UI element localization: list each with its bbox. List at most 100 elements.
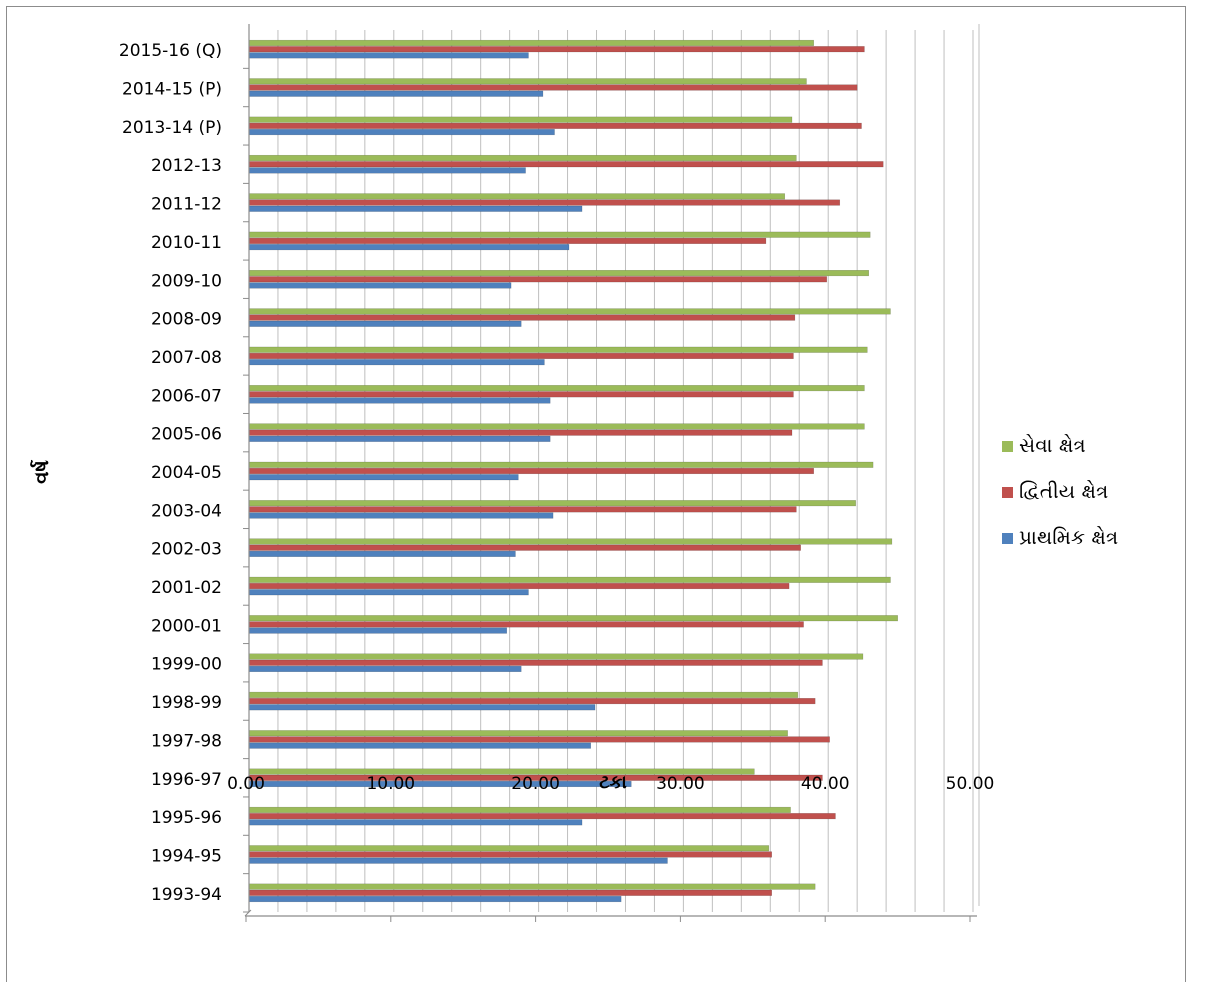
bar — [248, 193, 786, 200]
legend-label: પ્રાથમિક ક્ષેત્ર — [1019, 525, 1118, 549]
legend-swatch — [1002, 487, 1013, 498]
axes — [243, 24, 977, 922]
axis-corner — [244, 909, 252, 917]
bar — [248, 237, 767, 244]
bar — [248, 435, 551, 442]
bar — [248, 270, 869, 277]
bar — [248, 167, 526, 174]
bar — [248, 806, 791, 813]
bar — [248, 39, 814, 47]
y-tick-label: 2012-13 — [151, 156, 222, 176]
y-tick-label: 2005-06 — [151, 425, 222, 445]
bar — [248, 889, 772, 896]
y-tick-label: 2003-04 — [151, 501, 222, 521]
bar — [248, 704, 596, 711]
legend: સેવા ક્ષેત્ર દ્વિતીય ક્ષેત્ર પ્રાથમિક ક્ષે… — [1002, 433, 1118, 549]
bar — [248, 589, 529, 596]
y-category-labels: 1993-94 1994-95 1995-96 1996-97 1997-98 1998-… — [119, 41, 222, 905]
bar — [248, 161, 884, 168]
y-tick-label: 2009-10 — [151, 271, 222, 291]
bar — [248, 385, 865, 392]
legend-swatch — [1002, 441, 1013, 452]
bar — [248, 698, 816, 705]
y-tick-label: 1998-99 — [151, 693, 222, 713]
bar — [248, 346, 868, 353]
bar — [248, 819, 583, 826]
x-tick-label: 20.00 — [511, 774, 560, 794]
y-tick-label: 1997-98 — [151, 731, 222, 751]
bar — [248, 199, 841, 206]
bar — [248, 84, 858, 91]
bar — [248, 621, 804, 628]
x-tick-label: 50.00 — [946, 774, 995, 794]
legend-swatch — [1002, 533, 1013, 544]
bar — [248, 314, 796, 321]
bar — [248, 538, 893, 545]
y-tick-label: 2004-05 — [151, 463, 222, 483]
bar — [248, 857, 668, 864]
bar — [248, 78, 807, 85]
y-tick-label: 2011-12 — [151, 195, 222, 215]
y-tick-label: 1999-00 — [151, 655, 222, 675]
x-tick-labels: 0.00 10.00 20.00 30.00 40.00 50.00 — [227, 774, 994, 794]
bar — [248, 615, 898, 622]
y-tick-label: 1995-96 — [151, 808, 222, 828]
y-tick-label: 2000-01 — [151, 616, 222, 636]
bar — [248, 276, 828, 283]
x-tick-label: 40.00 — [801, 774, 850, 794]
bar — [248, 512, 554, 519]
bar — [248, 116, 793, 123]
y-tick-label: 2006-07 — [151, 386, 222, 406]
bar — [248, 397, 551, 404]
bar — [248, 90, 544, 97]
bar — [248, 205, 583, 212]
bar — [248, 154, 797, 162]
bar — [248, 742, 591, 749]
bar — [248, 474, 519, 481]
chart-frame — [6, 6, 1186, 982]
bar — [248, 550, 516, 557]
y-tick-label: 2008-09 — [151, 310, 222, 330]
bar — [248, 423, 865, 430]
y-tick-label: 2013-14 (P) — [122, 118, 222, 138]
bar — [248, 352, 794, 360]
y-tick-label: 1996-97 — [151, 770, 222, 790]
bar — [248, 730, 788, 737]
bar — [248, 500, 856, 507]
y-tick-label: 2010-11 — [151, 233, 222, 253]
legend-label: સેવા ક્ષેત્ર — [1019, 433, 1086, 457]
bar — [248, 231, 871, 238]
bar — [248, 582, 790, 590]
y-tick-label: 2015-16 (Q) — [119, 41, 222, 61]
legend-label: દ્વિતીય ક્ષેત્ર — [1019, 479, 1108, 503]
x-tick-label: 0.00 — [227, 774, 265, 794]
bar — [248, 736, 830, 743]
x-tick-label: 10.00 — [366, 774, 415, 794]
bar — [248, 282, 512, 289]
bar — [248, 308, 891, 315]
y-tick-label: 2007-08 — [151, 348, 222, 368]
bar — [248, 576, 891, 583]
bar — [248, 129, 555, 136]
bar — [248, 780, 632, 788]
bar — [248, 653, 864, 660]
bar-series — [248, 39, 898, 903]
y-tick-label: 2014-15 (P) — [122, 80, 222, 100]
bar — [248, 845, 770, 852]
bar — [248, 467, 814, 475]
bar — [248, 544, 801, 551]
bar — [248, 895, 622, 903]
y-tick-label: 2001-02 — [151, 578, 222, 598]
bar — [248, 851, 772, 858]
bar — [248, 506, 797, 513]
y-tick-label: 1994-95 — [151, 846, 222, 866]
bar — [248, 391, 794, 398]
bar — [248, 627, 507, 634]
y-tick-label: 2002-03 — [151, 540, 222, 560]
bar — [248, 659, 823, 666]
bar — [248, 244, 570, 251]
bar — [248, 52, 529, 59]
bar — [248, 320, 522, 327]
x-axis-label: ટકા — [599, 772, 627, 793]
